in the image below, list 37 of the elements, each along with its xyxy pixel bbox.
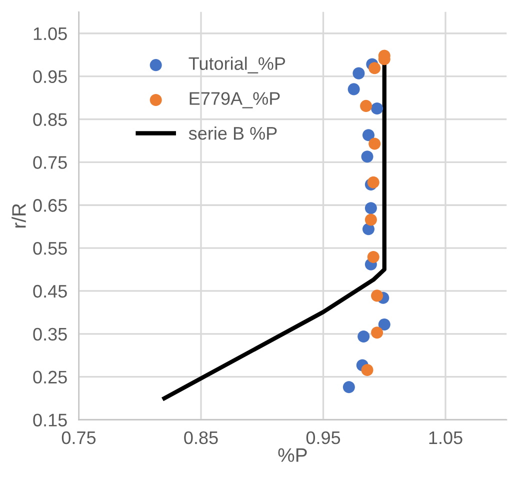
y-tick-label: 0.95	[33, 70, 67, 84]
point	[371, 290, 384, 302]
point	[364, 214, 377, 226]
point	[367, 176, 380, 188]
x-tick-label: 0.85	[184, 431, 218, 444]
y-tick-label: 0.55	[33, 242, 67, 255]
point	[371, 326, 384, 339]
point	[361, 150, 374, 163]
legend-label: E779A_%P	[190, 92, 280, 108]
x-tick-label: 0.75	[62, 431, 96, 444]
point	[360, 100, 372, 112]
y-tick-label: 0.25	[33, 370, 67, 384]
y-axis-title: r/R	[12, 204, 26, 228]
y-tick-label: 1.05	[34, 27, 67, 40]
point	[342, 381, 355, 394]
point	[368, 138, 381, 150]
y-tick-label: 0.75	[33, 156, 67, 169]
y-tick-label: 0.35	[33, 328, 67, 341]
y-tick-label: 0.65	[33, 199, 67, 212]
point	[378, 318, 390, 330]
point	[358, 330, 370, 342]
y-tick-label: 0.45	[33, 284, 67, 298]
y-tick-label: 0.85	[33, 113, 67, 126]
point	[348, 83, 360, 96]
point	[371, 102, 384, 115]
legend-label: serie B %P	[188, 126, 277, 140]
point	[368, 62, 381, 74]
legend-label: Tutorial_%P	[188, 56, 286, 74]
point	[362, 129, 374, 142]
x-tick-label: 0.95	[306, 431, 340, 444]
point	[367, 251, 380, 264]
x-axis-title: %P	[278, 448, 307, 462]
x-tick-label: 1.05	[429, 431, 462, 444]
y-tick-label: 0.15	[33, 414, 67, 426]
point	[361, 364, 374, 376]
point	[352, 67, 365, 80]
point	[364, 202, 377, 214]
